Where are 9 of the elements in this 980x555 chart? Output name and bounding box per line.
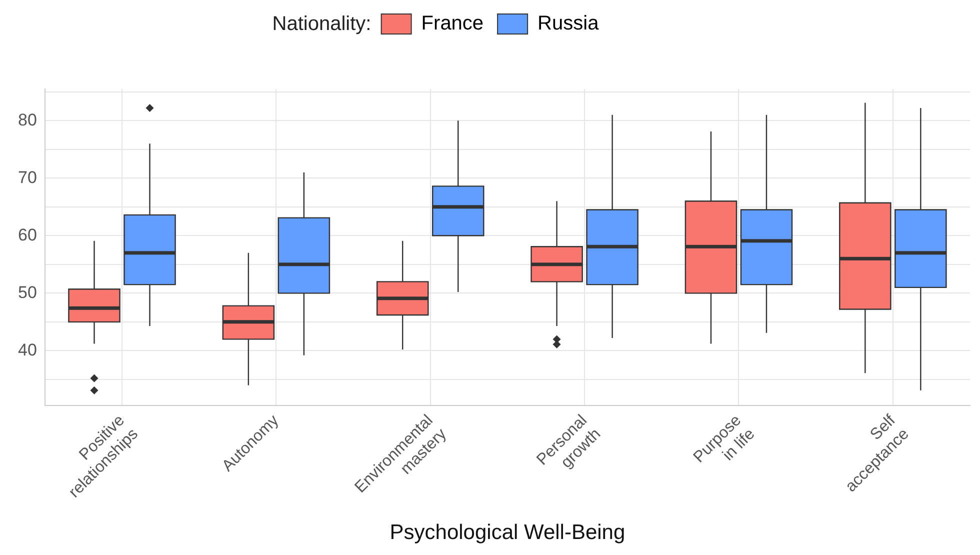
y-tick-label: 70 [18,168,37,187]
x-axis-title: Psychological Well-Being [390,521,626,544]
legend-label: Russia [538,12,600,35]
y-tick-label: 80 [18,110,37,130]
legend-title: Nationality: [272,12,372,36]
legend-label: France [421,12,484,35]
y-tick-label: 50 [18,282,37,302]
y-tick-label: 60 [18,225,37,244]
y-tick-label: 40 [18,340,37,360]
